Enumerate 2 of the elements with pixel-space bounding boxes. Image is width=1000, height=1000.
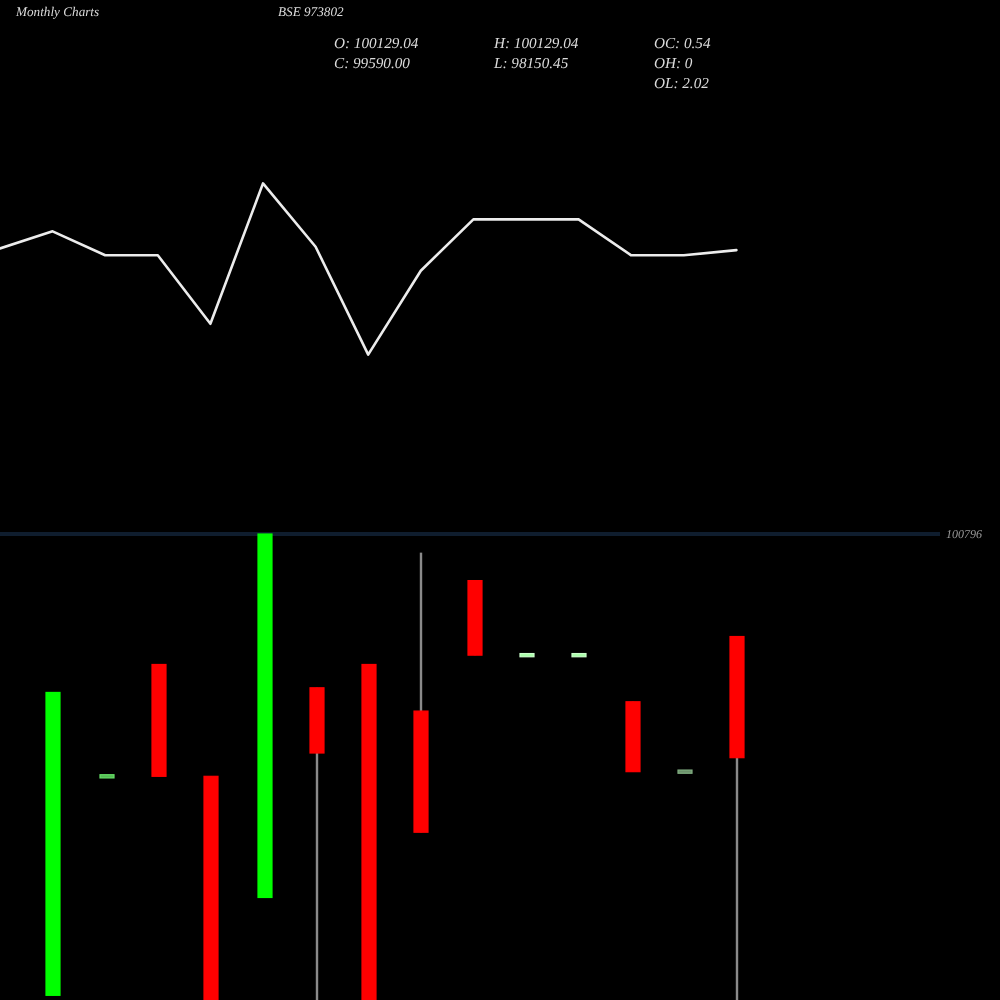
candlestick: [519, 652, 535, 658]
candlestick: [571, 652, 587, 658]
